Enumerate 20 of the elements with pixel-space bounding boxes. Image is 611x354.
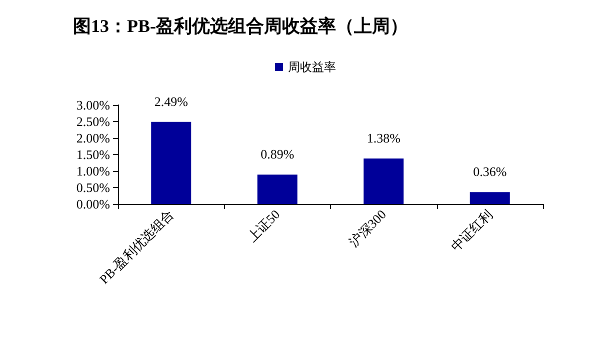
data-label: 1.38% [366,130,401,146]
bar [364,158,404,204]
x-tick-label: 上证50 [244,206,283,245]
data-label: 2.49% [154,94,188,109]
bar [151,122,192,204]
y-tick-label: 1.50% [76,147,110,162]
data-label: 0.36% [473,164,507,180]
y-tick-label: 2.50% [76,114,110,129]
y-tick-label: 2.00% [76,130,110,146]
chart-title: 图13：PB-盈利优选组合周收益率（上周） [73,16,408,36]
bar [470,192,510,204]
y-tick-label: 0.50% [76,180,110,195]
bar [257,174,298,204]
x-tick-label: 中证红利 [448,206,496,254]
legend-label: 周收益率 [288,60,336,74]
y-tick-label: 1.00% [76,164,110,178]
y-tick-label: 3.00% [76,98,110,112]
x-tick-label: 沪深300 [346,206,389,250]
y-tick-label: 0.00% [76,196,110,212]
data-label: 0.89% [260,146,294,162]
